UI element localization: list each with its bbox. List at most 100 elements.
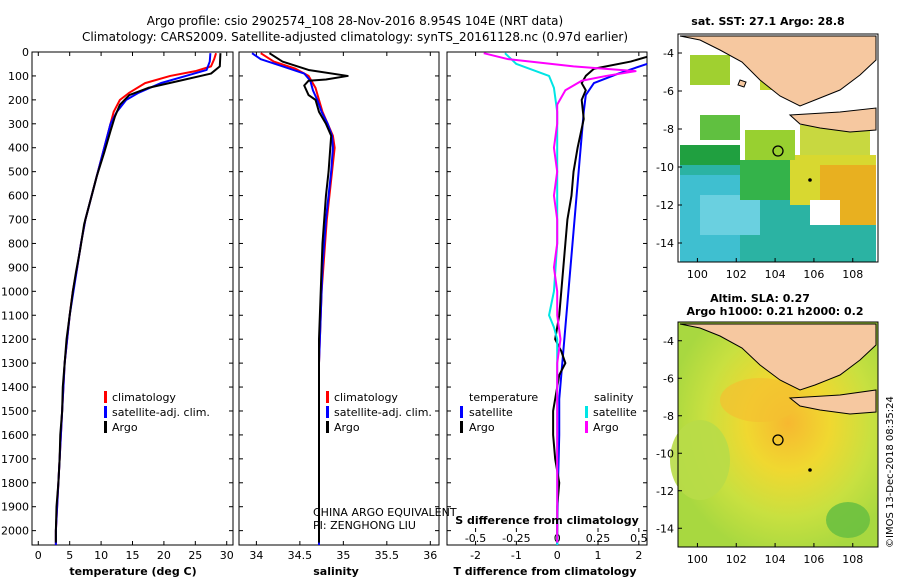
map-lat-label: -10 [656,447,674,460]
difference-series-s-argo [483,52,637,543]
temperature-xtick-label: 15 [126,549,140,562]
salinity-xtick-label: 36 [423,549,437,562]
sla-map-title-line-2: Argo h1000: 0.21 h2000: 0.2 [686,305,863,318]
sst-map-title: sat. SST: 27.1 Argo: 28.8 [691,15,844,28]
sst-cloud-gap [810,200,840,225]
depth-tick-label: 1500 [1,405,29,418]
depth-tick-label: 400 [8,142,29,155]
salinity-legend: climatology satellite-adj. clim. Argo [326,391,432,434]
map-lat-label: -8 [663,410,674,423]
legend-swatch-satellite-adj [104,406,107,418]
legend-label-climatology: climatology [112,391,176,404]
sla-map-title-line-1: Altim. SLA: 0.27 [710,292,810,305]
sst-land-sumatra [679,35,877,107]
salinity-panel: 34 34.5 35 35.5 36 [238,51,440,562]
temperature-frame [31,51,234,546]
sst-field-north-west [700,115,740,140]
map-lon-label: 104 [765,553,786,566]
difference-legend: temperature satellite Argo salinity sate… [460,391,637,434]
sla-high-core [720,378,800,422]
map-lat-label: -4 [663,47,674,60]
legend-swatch-climatology [104,391,107,403]
temperature-xtick-label: 10 [94,549,108,562]
map-lat-label: -8 [663,123,674,136]
legend-header-temperature: temperature [469,391,538,404]
map-lat-label: -14 [656,522,674,535]
salinity-xtick-label: 34 [249,549,263,562]
legend-label-s-argo: Argo [593,421,619,434]
legend-header-salinity: salinity [594,391,634,404]
legend-label-climatology: climatology [334,391,398,404]
sst-land-java [788,107,877,133]
difference-xtick-label: 1 [595,549,602,562]
legend-label-argo: Argo [112,421,138,434]
difference-series-t-argo [552,55,648,543]
map-lon-label: 100 [687,268,708,281]
salinity-series-climatology [260,52,336,545]
float-pi-label: PI: ZENGHONG LIU [313,519,416,532]
map-lon-label: 106 [803,268,824,281]
difference-series-s-satellite [504,52,559,545]
map-lon-label: 104 [765,268,786,281]
sst-cloud-gap-2 [745,100,795,120]
depth-tick-label: 1600 [1,429,29,442]
imos-credit: ©IMOS 13-Dec-2018 08:35:24 [885,396,896,548]
depth-tick-label: 2000 [1,525,29,538]
temperature-series-climatology [54,52,217,545]
sla-island-dot [808,468,812,472]
difference-xtick-label: -1 [511,549,522,562]
legend-label-t-argo: Argo [469,421,495,434]
legend-label-satellite-adj: satellite-adj. clim. [334,406,432,419]
temperature-xtick-label: 30 [220,549,234,562]
map-lat-label: -14 [656,237,674,250]
depth-tick-label: 1100 [1,309,29,322]
depth-tick-label: 1300 [1,357,29,370]
sst-field-top-left [690,55,730,85]
temperature-legend: climatology satellite-adj. clim. Argo [104,391,210,434]
difference-panel: -2 -1 0 1 2-0.5 -0.25 0 0.25 0.5 [446,51,648,562]
temperature-series-argo [54,53,222,543]
salinity-frame [238,51,440,546]
sla-low-west [670,420,730,500]
temperature-xtick-label: 5 [66,549,73,562]
difference-xlabel: T difference from climatology [453,565,636,578]
map-lat-label: -12 [656,199,674,212]
difference-xtick-label: -2 [470,549,481,562]
float-program-label: CHINA ARGO EQUIVALENT [313,506,457,519]
legend-swatch-argo [326,421,329,433]
map-lat-label: -10 [656,161,674,174]
depth-tick-label: 100 [8,70,29,83]
map-ticks: 100 102 104 106 108 -4 -6 -8 -10 -12 -14 100 102 104 1… [656,47,863,566]
map-lon-label: 108 [842,553,863,566]
depth-tick-label: 900 [8,261,29,274]
depth-tick-label: 1900 [1,501,29,514]
difference-xtick-label: 2 [635,549,642,562]
depth-tick-label: 1200 [1,333,29,346]
legend-swatch-argo [104,421,107,433]
depth-tick-label: 1000 [1,285,29,298]
depth-tick-label: 800 [8,237,29,250]
sla-land-java [788,389,877,415]
map-lat-label: -6 [663,372,674,385]
legend-swatch-s-argo [585,421,588,433]
sst-island-dot [808,178,812,182]
legend-swatch-t-argo [460,421,463,433]
sla-map-frame [677,321,879,548]
temperature-xtick-label: 25 [188,549,202,562]
legend-swatch-climatology [326,391,329,403]
difference-top-axis-label: S difference from climatology [455,514,639,527]
map-lon-label: 102 [726,553,747,566]
legend-swatch-s-satellite [585,406,588,418]
depth-tick-label: 300 [8,118,29,131]
sst-field-strip [680,145,740,165]
salinity-xtick-label: 35 [336,549,350,562]
map-lon-label: 100 [687,553,708,566]
difference-frame [446,51,648,546]
s-diff-tick-label: 0.5 [630,532,648,545]
legend-label-s-satellite: satellite [593,406,637,419]
difference-xtick-label: 0 [554,549,561,562]
sst-field [680,50,876,262]
temperature-xtick-label: 0 [35,549,42,562]
map-lat-label: -12 [656,485,674,498]
sst-land-islet [737,79,747,88]
